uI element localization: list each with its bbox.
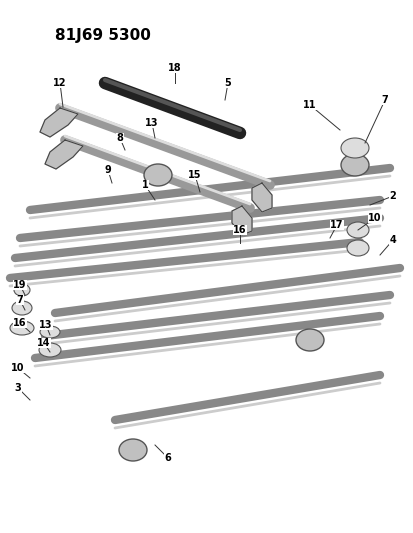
Text: 81J69 5300: 81J69 5300 [55, 28, 151, 43]
Text: 15: 15 [188, 170, 202, 180]
Text: 7: 7 [382, 95, 388, 105]
Ellipse shape [341, 154, 369, 176]
Ellipse shape [119, 439, 147, 461]
Text: 16: 16 [13, 318, 27, 328]
Text: 10: 10 [368, 213, 382, 223]
Text: 5: 5 [225, 78, 231, 88]
Ellipse shape [296, 329, 324, 351]
Text: 3: 3 [14, 383, 21, 393]
Ellipse shape [40, 326, 60, 338]
Ellipse shape [14, 284, 30, 296]
Text: 14: 14 [37, 338, 51, 348]
Text: 16: 16 [233, 225, 247, 235]
Text: 9: 9 [104, 165, 112, 175]
Ellipse shape [39, 343, 61, 357]
Text: 10: 10 [11, 363, 25, 373]
Ellipse shape [347, 222, 369, 238]
Text: 11: 11 [303, 100, 317, 110]
Polygon shape [232, 206, 252, 235]
Text: 12: 12 [53, 78, 67, 88]
Text: 1: 1 [142, 180, 148, 190]
Text: 17: 17 [330, 220, 344, 230]
Ellipse shape [341, 138, 369, 158]
Text: 8: 8 [116, 133, 123, 143]
Text: 18: 18 [168, 63, 182, 73]
Polygon shape [40, 108, 78, 137]
Text: 6: 6 [165, 453, 171, 463]
Ellipse shape [12, 301, 32, 315]
Text: 4: 4 [389, 235, 396, 245]
Text: 2: 2 [389, 191, 396, 201]
Ellipse shape [10, 321, 34, 335]
Text: 13: 13 [145, 118, 159, 128]
Ellipse shape [144, 164, 172, 186]
Text: 13: 13 [39, 320, 53, 330]
Polygon shape [252, 183, 272, 212]
Polygon shape [45, 140, 83, 169]
Text: 7: 7 [17, 295, 24, 305]
Text: 19: 19 [13, 280, 27, 290]
Ellipse shape [347, 240, 369, 256]
